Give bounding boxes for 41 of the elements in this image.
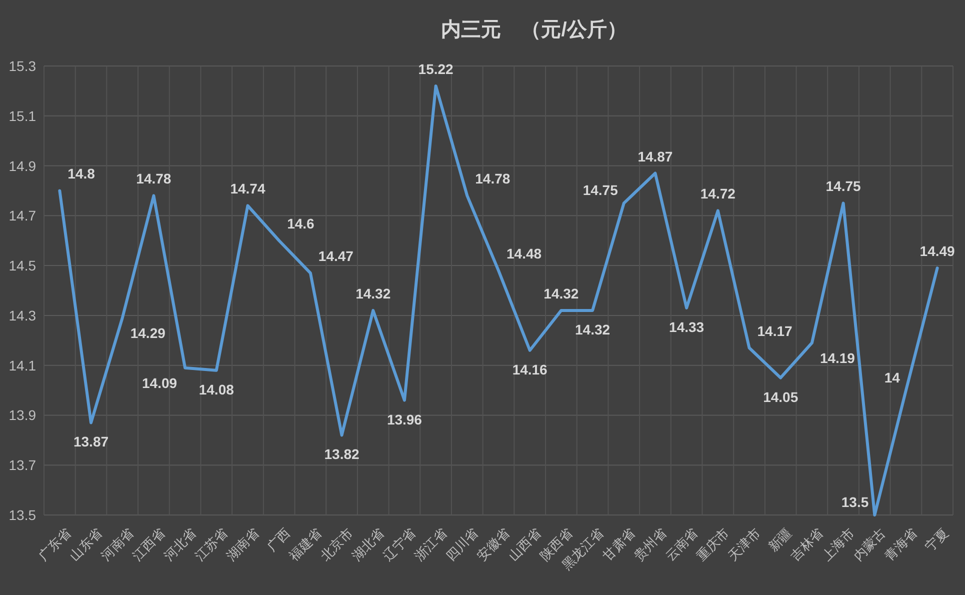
y-tick-label: 14.7 <box>8 208 36 224</box>
data-label: 13.87 <box>73 434 109 450</box>
data-label: 14.17 <box>757 322 793 339</box>
y-tick-label: 14.1 <box>8 357 36 374</box>
data-label: 14.87 <box>638 148 673 164</box>
data-label: 14.75 <box>826 178 862 194</box>
y-tick-label: 13.7 <box>8 457 36 474</box>
data-label: 14.32 <box>356 285 391 302</box>
y-tick-label: 15.3 <box>8 58 36 74</box>
data-label: 14.48 <box>506 246 542 262</box>
y-tick-label: 13.5 <box>8 507 36 523</box>
data-label: 14.05 <box>763 388 798 405</box>
y-tick-label: 14.3 <box>8 307 36 324</box>
chart-title: 内三元 （元/公斤） <box>441 18 627 41</box>
data-label: 14.16 <box>512 361 548 378</box>
data-label: 14.08 <box>198 381 234 398</box>
y-tick-label: 15.1 <box>8 108 36 124</box>
data-label: 13.82 <box>324 446 360 462</box>
data-label: 14.74 <box>230 180 266 197</box>
y-tick-label: 13.9 <box>8 407 36 424</box>
data-label: 14.75 <box>582 182 618 198</box>
x-tick-label: 宁夏 <box>922 525 952 554</box>
data-label: 14.09 <box>142 374 178 391</box>
data-label: 14.72 <box>700 186 736 202</box>
data-label: 14.6 <box>287 216 315 232</box>
data-label: 14.32 <box>575 321 610 338</box>
data-label: 14.47 <box>318 248 354 264</box>
data-label: 14.19 <box>820 350 856 366</box>
data-label: 14.49 <box>920 243 956 260</box>
y-tick-label: 14.9 <box>8 158 36 174</box>
data-label: 14 <box>884 369 900 386</box>
data-label: 15.22 <box>418 60 454 77</box>
data-label: 14.78 <box>136 170 172 187</box>
y-tick-label: 14.5 <box>8 258 36 274</box>
data-label: 14.78 <box>475 170 510 187</box>
data-label: 14.33 <box>669 318 704 335</box>
data-label: 13.5 <box>841 494 869 510</box>
data-label: 13.96 <box>386 411 422 428</box>
data-label: 14.32 <box>544 285 579 302</box>
data-label: 14.29 <box>130 324 166 341</box>
data-label: 14.8 <box>68 166 96 182</box>
